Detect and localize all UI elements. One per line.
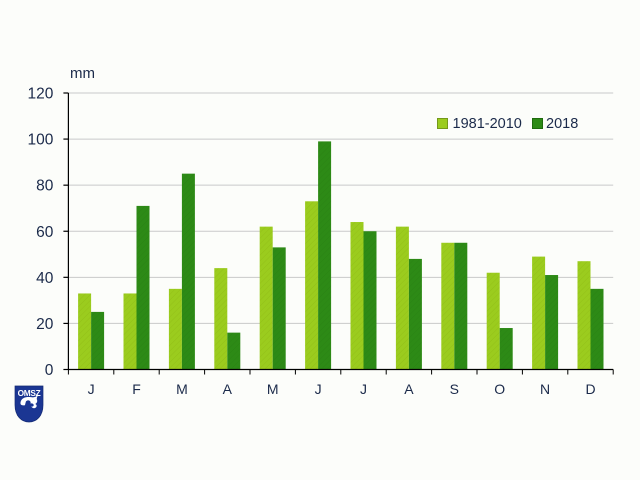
svg-text:40: 40 xyxy=(36,270,54,287)
svg-text:100: 100 xyxy=(28,132,54,149)
svg-text:M: M xyxy=(267,381,279,397)
svg-text:60: 60 xyxy=(36,224,54,241)
svg-text:120: 120 xyxy=(28,86,54,103)
svg-text:A: A xyxy=(404,381,414,397)
svg-text:0: 0 xyxy=(45,362,54,379)
svg-text:20: 20 xyxy=(36,316,54,333)
svg-text:J: J xyxy=(315,381,322,397)
svg-text:D: D xyxy=(585,381,595,397)
svg-text:O: O xyxy=(494,381,505,397)
svg-text:80: 80 xyxy=(36,178,54,195)
svg-text:A: A xyxy=(223,381,233,397)
svg-text:J: J xyxy=(360,381,367,397)
svg-text:N: N xyxy=(540,381,550,397)
svg-text:S: S xyxy=(450,381,459,397)
svg-text:J: J xyxy=(88,381,95,397)
svg-text:F: F xyxy=(132,381,141,397)
svg-text:M: M xyxy=(176,381,188,397)
